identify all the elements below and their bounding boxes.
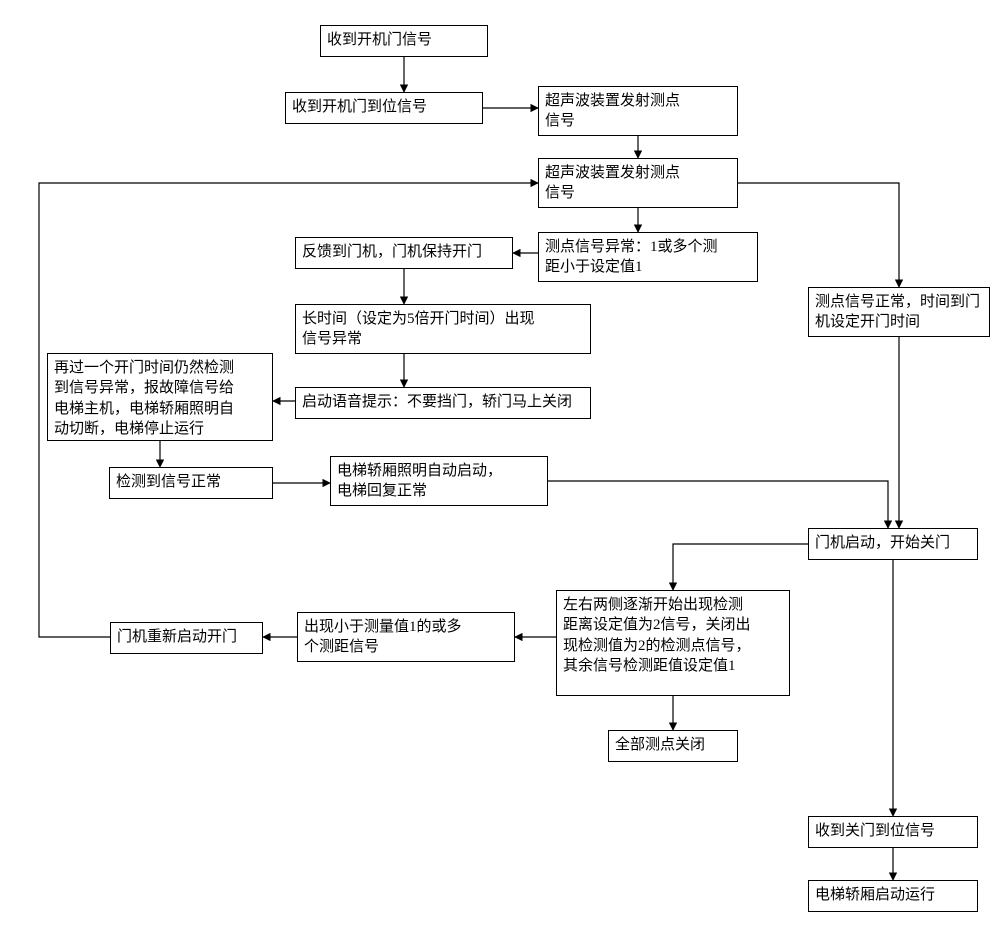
flowchart-node-n17: 全部测点关闭	[608, 730, 738, 762]
flowchart-node-n16: 门机重新启动开门	[110, 622, 263, 654]
node-label: 启动语音提示：不要挡门，轿门马上关闭	[302, 392, 572, 412]
flowchart-node-n14: 左右两侧逐渐开始出现检测 距离设定值为2信号，关闭出 现检测值为2的检测点信号，…	[556, 590, 790, 696]
flowchart-node-n4: 超声波装置发射测点 信号	[538, 158, 738, 208]
flowchart-node-n18: 收到关门到位信号	[808, 816, 978, 848]
flowchart-node-n8: 启动语音提示：不要挡门，轿门马上关闭	[295, 387, 591, 419]
flowchart-edge-11	[548, 481, 888, 528]
flowchart-edge-10	[738, 183, 899, 287]
flowchart-node-n5: 测点信号异常：1或多个测 距小于设定值1	[538, 232, 758, 282]
flowchart-edge-13	[673, 544, 808, 590]
node-label: 收到关门到位信号	[815, 821, 935, 841]
flowchart-node-n13: 门机启动，开始关门	[808, 528, 978, 560]
node-label: 检测到信号正常	[116, 472, 221, 492]
flowchart-node-n1: 收到开机门信号	[320, 25, 488, 57]
flowchart-node-n6: 反馈到门机，门机保持开门	[295, 237, 513, 269]
node-label: 反馈到门机，门机保持开门	[302, 242, 482, 262]
node-label: 测点信号异常：1或多个测 距小于设定值1	[545, 237, 718, 278]
node-label: 再过一个开门时间仍然检测 到信号异常，报故障信号给 电梯主机，电梯轿厢照明自 动…	[54, 358, 234, 439]
node-label: 测点信号正常，时间到门 机设定开门时间	[815, 292, 980, 333]
flowchart-node-n15: 出现小于测量值1的或多 个测距信号	[297, 612, 515, 662]
node-label: 电梯轿厢启动运行	[815, 885, 935, 905]
flowchart-node-n19: 电梯轿厢启动运行	[808, 880, 978, 912]
flowchart-node-n9: 再过一个开门时间仍然检测 到信号异常，报故障信号给 电梯主机，电梯轿厢照明自 动…	[47, 353, 273, 441]
flowchart-node-n3: 超声波装置发射测点 信号	[538, 86, 738, 136]
flowchart-node-n2: 收到开机门到位信号	[285, 92, 483, 124]
node-label: 超声波装置发射测点 信号	[545, 91, 680, 132]
flowchart-node-n10: 检测到信号正常	[109, 467, 273, 499]
node-label: 门机重新启动开门	[117, 627, 237, 647]
flowchart-node-n11: 电梯轿厢照明自动启动， 电梯回复正常	[330, 456, 548, 506]
node-label: 超声波装置发射测点 信号	[545, 163, 680, 204]
node-label: 出现小于测量值1的或多 个测距信号	[304, 617, 462, 658]
flowchart-canvas: 收到开机门信号收到开机门到位信号超声波装置发射测点 信号超声波装置发射测点 信号…	[0, 0, 1000, 931]
node-label: 左右两侧逐渐开始出现检测 距离设定值为2信号，关闭出 现检测值为2的检测点信号，…	[563, 595, 751, 676]
node-label: 全部测点关闭	[615, 735, 705, 755]
node-label: 收到开机门信号	[327, 30, 432, 50]
flowchart-node-n7: 长时间（设定为5倍开门时间）出现 信号异常	[295, 304, 591, 354]
node-label: 电梯轿厢照明自动启动， 电梯回复正常	[337, 461, 502, 502]
node-label: 长时间（设定为5倍开门时间）出现 信号异常	[302, 309, 535, 350]
node-label: 门机启动，开始关门	[815, 533, 950, 553]
flowchart-node-n12: 测点信号正常，时间到门 机设定开门时间	[808, 287, 990, 337]
node-label: 收到开机门到位信号	[292, 97, 427, 117]
